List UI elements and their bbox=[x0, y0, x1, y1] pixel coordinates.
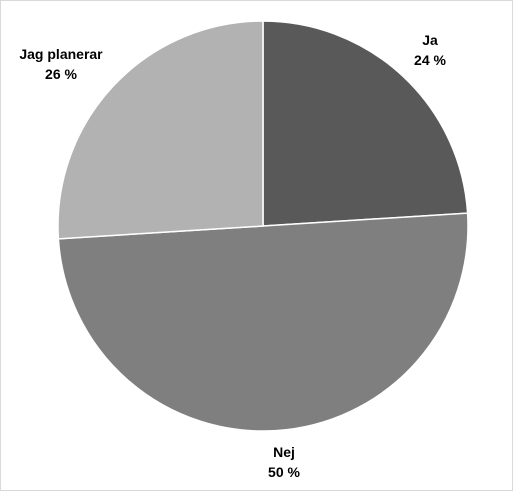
pie-slice-nej bbox=[57, 212, 469, 432]
slice-value-ja: 24 % bbox=[414, 52, 446, 68]
pie-slice-jag-planerar bbox=[57, 20, 264, 240]
pie-slice-ja bbox=[262, 20, 469, 227]
pie-slices bbox=[57, 20, 469, 432]
slice-label-nej: Nej bbox=[273, 444, 295, 460]
slice-label-ja: Ja bbox=[422, 32, 438, 48]
slice-value-nej: 50 % bbox=[268, 464, 300, 480]
pie-labels: Ja 24 % Nej 50 % Jag planerar 26 % bbox=[19, 32, 446, 480]
slice-label-jag-planerar: Jag planerar bbox=[19, 46, 103, 62]
slice-value-jag-planerar: 26 % bbox=[45, 66, 77, 82]
